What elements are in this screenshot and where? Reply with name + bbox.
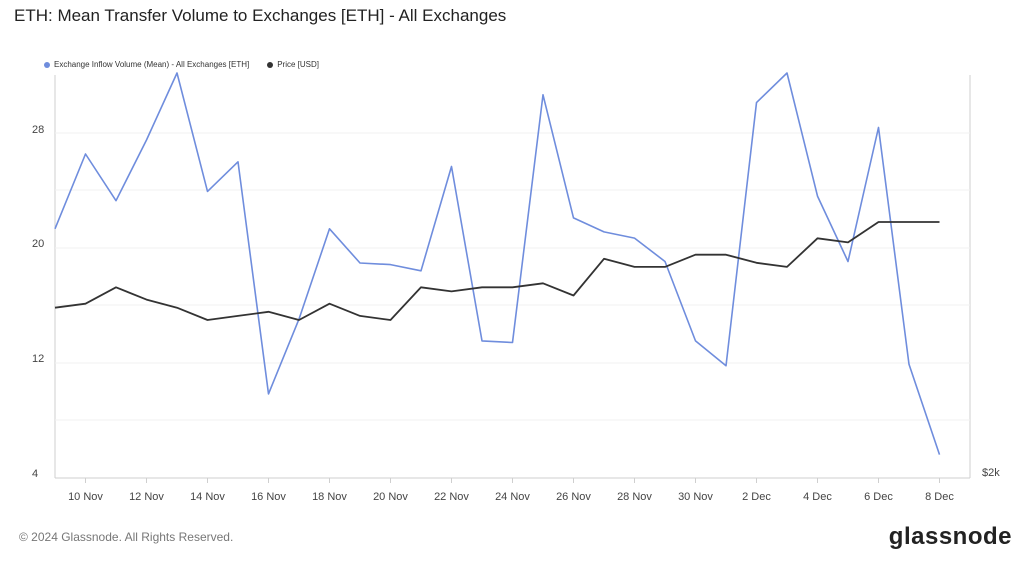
x-tick-label: 16 Nov [251, 491, 286, 503]
x-tick-label: 20 Nov [373, 491, 408, 503]
x-tick-label: 10 Nov [68, 491, 103, 503]
legend-label-inflow: Exchange Inflow Volume (Mean) - All Exch… [54, 60, 250, 69]
x-tick-label: 24 Nov [495, 491, 530, 503]
x-tick-label: 2 Dec [742, 491, 771, 503]
x-tick-label: 22 Nov [434, 491, 469, 503]
legend-dot-inflow-icon [44, 61, 50, 68]
x-tick-label: 6 Dec [864, 491, 893, 503]
y-tick-label-20: 20 [32, 238, 44, 250]
x-tick-label: 28 Nov [617, 491, 652, 503]
series-line-price [54, 221, 940, 321]
legend-label-price: Price [USD] [277, 60, 319, 69]
y-tick-label-12: 12 [32, 353, 44, 365]
x-tick-label: 12 Nov [129, 491, 164, 503]
legend-dot-price-icon [267, 61, 274, 68]
copyright-text: © 2024 Glassnode. All Rights Reserved. [19, 530, 234, 544]
x-tick-label: 14 Nov [190, 491, 225, 503]
x-tick-label: 18 Nov [312, 491, 347, 503]
series-line-inflow [54, 72, 941, 455]
legend: Exchange Inflow Volume (Mean) - All Exch… [44, 60, 319, 69]
legend-item-inflow[interactable]: Exchange Inflow Volume (Mean) - All Exch… [44, 60, 249, 69]
x-tick-label: 8 Dec [925, 491, 954, 503]
x-tick-label: 4 Dec [803, 491, 832, 503]
chart-title: ETH: Mean Transfer Volume to Exchanges [… [14, 6, 507, 25]
x-tick-label: 26 Nov [556, 491, 591, 503]
x-tick-label: 30 Nov [678, 491, 713, 503]
y-tick-label-28: 28 [32, 124, 44, 136]
y-tick-label-4: 4 [32, 468, 38, 480]
legend-item-price[interactable]: Price [USD] [267, 60, 319, 69]
brand-logo: glassnode [888, 523, 1012, 550]
right-axis-label: $2k [982, 467, 1000, 479]
